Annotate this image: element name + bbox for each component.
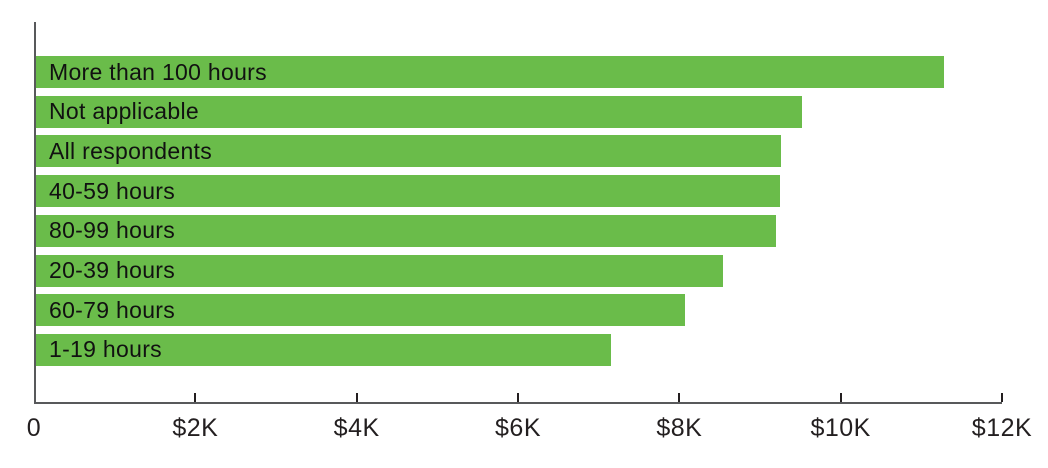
x-tick-label: $6K xyxy=(495,414,541,442)
bar-row: Not applicable xyxy=(36,95,1002,128)
bar: 1-19 hours xyxy=(36,333,611,366)
bar-category-label: 1-19 hours xyxy=(49,336,162,363)
x-tick-label: $12K xyxy=(971,414,1033,442)
x-axis-line xyxy=(34,402,1002,404)
bar-row: 1-19 hours xyxy=(36,333,1002,366)
bar-row: All respondents xyxy=(36,135,1002,168)
bar-category-label: Not applicable xyxy=(49,98,199,125)
bar-row: 40-59 hours xyxy=(36,175,1002,208)
y-axis-line xyxy=(34,22,36,404)
x-tick-label: $2K xyxy=(172,414,219,442)
x-tick-label: $10K xyxy=(810,414,871,442)
bar-category-label: 80-99 hours xyxy=(49,217,176,244)
x-tick-label: 0 xyxy=(26,414,42,442)
bar: 20-39 hours xyxy=(36,254,724,287)
x-tick-label: $4K xyxy=(333,414,380,442)
bar-category-label: More than 100 hours xyxy=(49,58,267,85)
plot-area: More than 100 hours Not applicable All res… xyxy=(27,22,1032,442)
bar-category-label: 40-59 hours xyxy=(49,177,176,204)
bar: 80-99 hours xyxy=(36,214,776,247)
bar-row: 80-99 hours xyxy=(36,214,1002,247)
x-tick-mark xyxy=(839,393,842,402)
x-tick-mark xyxy=(1001,393,1003,402)
bar: 60-79 hours xyxy=(36,294,685,327)
bar-category-label: 60-79 hours xyxy=(49,296,176,323)
bar-category-label: All respondents xyxy=(49,137,213,164)
x-tick-mark xyxy=(517,393,519,402)
bar-row: 20-39 hours xyxy=(36,254,1002,287)
x-tick-mark xyxy=(355,393,358,402)
bar: All respondents xyxy=(36,135,782,168)
bar-category-label: 20-39 hours xyxy=(49,257,176,284)
x-tick-label: $8K xyxy=(656,414,703,442)
bar: 40-59 hours xyxy=(36,175,780,208)
x-tick-mark xyxy=(678,393,681,402)
x-tick-mark xyxy=(194,393,197,402)
bar: More than 100 hours xyxy=(36,56,945,88)
bar-row: More than 100 hours xyxy=(36,56,1002,88)
bar-row: 60-79 hours xyxy=(36,294,1002,327)
bar: Not applicable xyxy=(36,95,803,128)
bar-series: More than 100 hours Not applicable All res… xyxy=(36,56,1002,366)
